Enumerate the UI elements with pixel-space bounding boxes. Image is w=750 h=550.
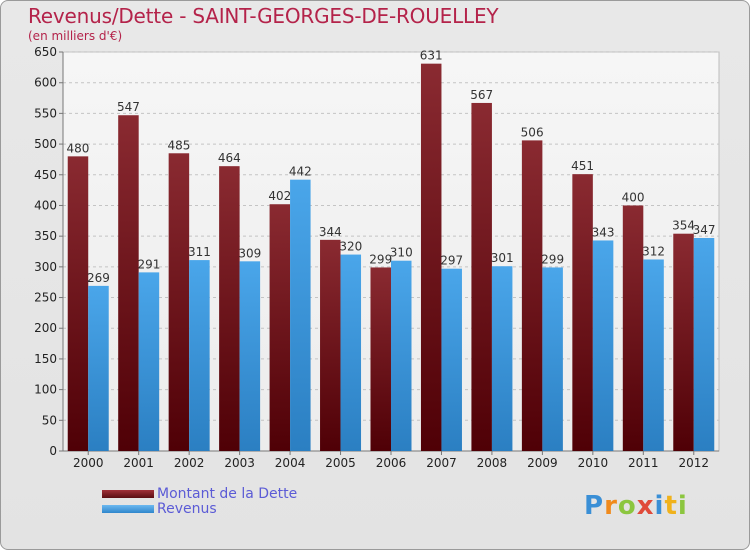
- y-tick-label: 250: [34, 291, 57, 305]
- data-label-dette: 506: [521, 125, 544, 139]
- proxiti-logo: Proxiti: [584, 491, 688, 521]
- bar-revenus: [340, 254, 362, 451]
- data-label-dette: 567: [470, 88, 493, 102]
- data-label-revenus: 301: [491, 251, 514, 265]
- logo-letter: o: [617, 491, 637, 521]
- y-tick-label: 400: [34, 198, 57, 212]
- bar-revenus: [693, 237, 715, 451]
- bar-dette: [521, 140, 543, 451]
- bar-revenus: [290, 179, 311, 451]
- bar-revenus: [88, 285, 109, 451]
- x-tick-label: 2003: [224, 456, 255, 470]
- x-tick-label: 2001: [123, 456, 154, 470]
- data-label-revenus: 343: [592, 225, 615, 239]
- data-label-dette: 485: [167, 138, 190, 152]
- bar-revenus: [189, 260, 210, 451]
- data-label-revenus: 311: [188, 245, 211, 259]
- y-tick-label: 200: [34, 321, 57, 335]
- y-tick-label: 550: [34, 106, 57, 120]
- data-label-dette: 451: [571, 159, 594, 173]
- x-tick-label: 2011: [628, 456, 659, 470]
- legend-swatch-dette: [102, 490, 154, 498]
- bar-dette: [370, 267, 391, 451]
- logo-letter: r: [604, 491, 618, 521]
- legend-label-revenus: Revenus: [157, 501, 217, 517]
- x-tick-label: 2000: [73, 456, 104, 470]
- logo-letter: i: [654, 491, 665, 521]
- logo-letter: P: [584, 491, 605, 521]
- logo-letter: t: [664, 491, 678, 521]
- bar-dette: [118, 115, 139, 452]
- bar-revenus: [592, 240, 614, 451]
- y-tick-label: 100: [34, 383, 57, 397]
- chart-subtitle: (en milliers d'€): [28, 29, 123, 43]
- logo-letter: i: [677, 491, 688, 521]
- chart-title: Revenus/Dette - SAINT-GEORGES-DE-ROUELLE…: [28, 4, 499, 28]
- x-tick-label: 2004: [275, 456, 306, 470]
- x-tick-label: 2008: [477, 456, 508, 470]
- bar-dette: [269, 204, 291, 451]
- y-tick-label: 50: [42, 413, 57, 427]
- data-label-revenus: 312: [642, 244, 665, 258]
- bar-dette: [572, 174, 593, 451]
- data-label-revenus: 309: [238, 246, 261, 260]
- data-label-dette: 631: [420, 49, 443, 63]
- data-label-revenus: 320: [339, 240, 362, 254]
- data-label-revenus: 299: [541, 252, 564, 266]
- bar-revenus: [542, 267, 563, 451]
- y-tick-label: 450: [34, 168, 57, 182]
- x-tick-label: 2006: [376, 456, 407, 470]
- bar-dette: [471, 102, 492, 452]
- x-tick-label: 2010: [578, 456, 609, 470]
- bar-dette: [168, 153, 190, 452]
- data-label-revenus: 297: [440, 254, 463, 268]
- bar-revenus: [239, 261, 261, 451]
- data-label-revenus: 347: [693, 223, 716, 237]
- bar-dette: [320, 239, 341, 451]
- x-tick-label: 2009: [527, 456, 558, 470]
- data-label-dette: 464: [218, 151, 241, 165]
- legend-swatch-revenus: [102, 505, 154, 513]
- y-tick-label: 150: [34, 352, 57, 366]
- data-label-dette: 299: [369, 252, 392, 266]
- bar-dette: [67, 156, 89, 451]
- y-tick-label: 500: [34, 137, 57, 151]
- bar-revenus: [391, 260, 412, 451]
- data-label-dette: 354: [672, 219, 695, 233]
- y-tick-label: 650: [34, 45, 57, 59]
- x-tick-label: 2007: [426, 456, 457, 470]
- data-label-dette: 480: [67, 141, 90, 155]
- data-label-dette: 547: [117, 100, 140, 114]
- bar-revenus: [491, 266, 513, 451]
- data-label-revenus: 442: [289, 165, 312, 179]
- bar-dette: [622, 205, 644, 451]
- bar-dette: [420, 63, 442, 451]
- bar-revenus: [138, 272, 160, 451]
- data-label-dette: 400: [622, 190, 645, 204]
- data-label-dette: 402: [268, 189, 291, 203]
- x-tick-label: 2002: [174, 456, 205, 470]
- bar-dette: [219, 166, 240, 451]
- data-label-revenus: 310: [390, 246, 413, 260]
- data-label-revenus: 291: [137, 257, 160, 271]
- y-tick-label: 600: [34, 76, 57, 90]
- y-tick-label: 300: [34, 260, 57, 274]
- legend-label-dette: Montant de la Dette: [157, 486, 298, 502]
- x-tick-label: 2005: [325, 456, 356, 470]
- data-label-dette: 344: [319, 225, 342, 239]
- x-tick-label: 2012: [678, 456, 709, 470]
- bar-dette: [673, 233, 694, 451]
- data-label-revenus: 269: [87, 271, 110, 285]
- y-tick-label: 0: [49, 444, 57, 458]
- bar-revenus: [643, 259, 664, 451]
- y-tick-label: 350: [34, 229, 57, 243]
- logo-letter: x: [636, 491, 655, 521]
- bar-revenus: [441, 268, 462, 451]
